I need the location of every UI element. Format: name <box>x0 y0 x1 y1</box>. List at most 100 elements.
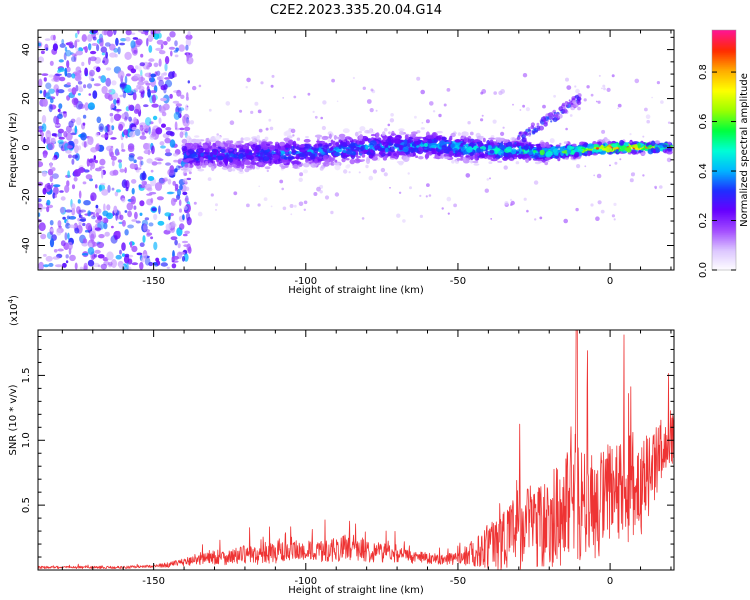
faint-dot <box>281 187 285 191</box>
band-dot <box>220 148 226 153</box>
branch-dot <box>530 125 535 130</box>
noise-dot <box>77 145 82 151</box>
noise-dot <box>124 51 132 61</box>
faint-dot <box>257 203 261 207</box>
faint-dot <box>419 194 422 197</box>
noise-dot <box>99 42 104 47</box>
noise-dot <box>153 213 158 221</box>
branch-dot <box>548 115 554 120</box>
noise-dot <box>77 30 80 35</box>
band-dot <box>639 143 645 146</box>
band-dot <box>293 163 299 169</box>
colorbar-band <box>712 256 736 259</box>
noise-dot <box>151 128 157 137</box>
colorbar-gradient <box>712 30 736 271</box>
faint-dot <box>389 187 391 189</box>
faint-dot <box>296 137 301 141</box>
band-dot <box>303 162 310 168</box>
colorbar-band <box>712 150 736 153</box>
spectrogram-y-label: Frequency (Hz) <box>8 112 19 188</box>
faint-dot <box>268 118 272 122</box>
band-dot <box>497 160 503 163</box>
noise-dot <box>121 113 126 120</box>
noise-dot <box>106 204 111 211</box>
noise-dot <box>175 103 182 107</box>
noise-dot <box>109 43 116 51</box>
noise-dot <box>93 83 101 87</box>
band-dot <box>344 136 352 140</box>
noise-dot <box>96 241 105 249</box>
band-dot <box>391 139 395 144</box>
band-dot <box>374 145 381 150</box>
faint-dot <box>446 88 451 92</box>
noise-dot <box>151 145 155 155</box>
band-dot <box>222 138 230 141</box>
band-dot <box>323 161 330 167</box>
noise-dot <box>163 41 168 46</box>
faint-dot <box>299 172 304 177</box>
band-dot <box>203 156 209 159</box>
noise-dot <box>68 216 77 220</box>
noise-dot <box>97 264 101 268</box>
band-dot <box>342 149 347 153</box>
noise-dot <box>156 196 164 201</box>
spectrogram-ticks <box>38 30 674 270</box>
colorbar-band <box>712 122 736 125</box>
noise-dot <box>164 177 168 180</box>
noise-dot <box>139 135 147 140</box>
band-dot <box>624 147 631 152</box>
noise-dot <box>43 77 47 82</box>
band-dot <box>474 154 478 159</box>
noise-dot <box>144 257 151 266</box>
noise-dot <box>57 89 65 94</box>
band-dot <box>494 137 501 141</box>
band-dot <box>252 143 256 148</box>
noise-dot <box>131 126 137 131</box>
branch-dot <box>553 111 557 115</box>
noise-dot <box>64 142 69 152</box>
noise-dot <box>126 202 134 211</box>
noise-dot <box>134 211 138 220</box>
noise-dot <box>178 199 182 206</box>
snr-y-scale-label: (x104) <box>7 295 20 326</box>
colorbar-band <box>712 90 736 93</box>
noise-dot <box>158 58 162 67</box>
colorbar-band <box>712 84 736 87</box>
band-dot <box>191 153 197 159</box>
faint-dot <box>258 128 263 133</box>
band-dot <box>327 131 333 136</box>
noise-dot <box>38 198 42 203</box>
faint-dot <box>539 216 543 220</box>
colorbar-band <box>712 248 736 251</box>
colorbar-band <box>712 200 736 203</box>
noise-dot <box>156 70 161 77</box>
band-dot <box>398 128 405 132</box>
faint-dot <box>414 115 417 119</box>
band-dot <box>212 142 216 147</box>
band-dot <box>423 146 429 149</box>
noise-dot <box>111 92 119 100</box>
band-dot <box>359 134 363 140</box>
branch-dot <box>574 94 580 99</box>
band-dot <box>662 144 668 148</box>
noise-dot <box>100 75 107 83</box>
spectrogram-marks <box>38 30 674 270</box>
band-dot <box>623 142 629 147</box>
band-dot <box>566 149 572 154</box>
faint-dot <box>269 126 274 131</box>
band-dot <box>235 160 242 166</box>
noise-dot <box>75 39 80 43</box>
faint-dot <box>565 127 568 131</box>
colorbar-tick-label: 0.4 <box>698 163 709 179</box>
noise-dot <box>50 98 54 104</box>
snr-xtick-label: -50 <box>450 576 466 587</box>
faint-dot <box>583 98 587 102</box>
noise-dot <box>46 184 53 189</box>
noise-dot <box>111 225 114 229</box>
noise-dot <box>158 205 161 215</box>
colorbar-band <box>712 238 736 241</box>
band-dot <box>444 156 450 160</box>
band-dot <box>184 163 189 168</box>
band-dot <box>441 145 447 151</box>
noise-dot <box>139 212 143 216</box>
